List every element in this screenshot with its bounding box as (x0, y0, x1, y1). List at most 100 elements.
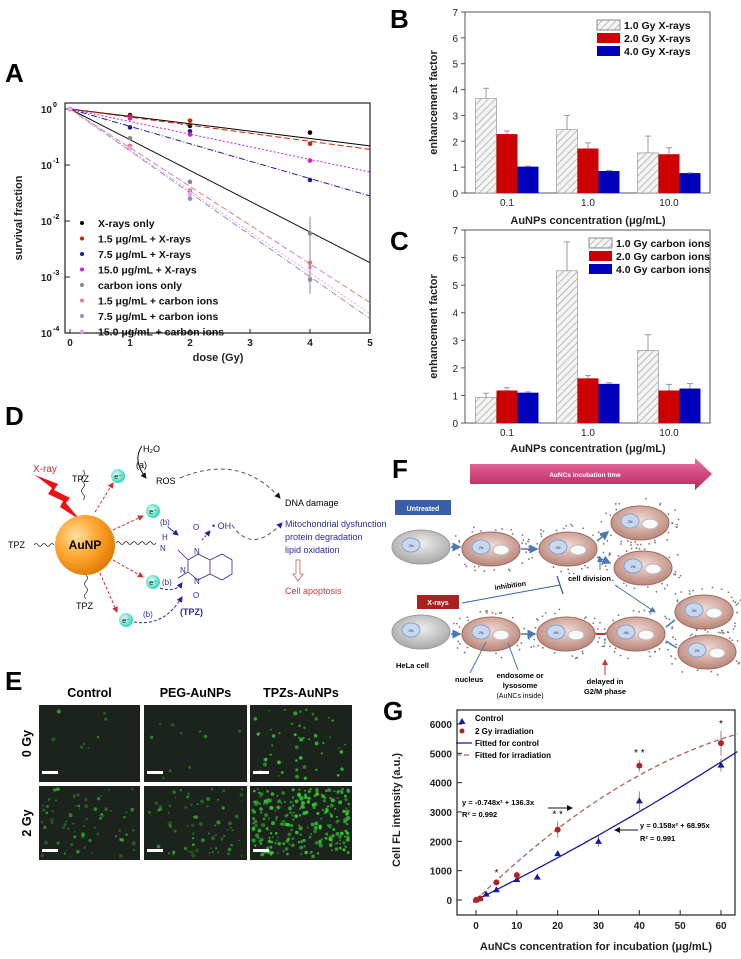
scale-bar (253, 849, 269, 852)
fluorescent-cell (299, 710, 302, 713)
fluorescent-cell (339, 750, 344, 754)
nanocluster-dot (529, 636, 532, 638)
nanocluster-dot (592, 534, 594, 537)
fluorescent-cell (310, 832, 313, 835)
nanocluster-dot (666, 648, 669, 651)
electron-1: e⁻ (111, 469, 125, 483)
fluorescent-cell (321, 808, 325, 812)
flow-arrow (596, 555, 612, 564)
nanocluster-dot (552, 566, 555, 568)
data-point (554, 850, 562, 857)
ploidy-label: 2N (408, 543, 413, 548)
fluorescent-cell (158, 722, 162, 726)
fluorescent-cell (158, 804, 163, 809)
data-point (187, 118, 193, 123)
fluorescent-cell (325, 807, 327, 810)
nanocluster-dot (612, 619, 615, 622)
cell-body (461, 616, 521, 652)
fluorescent-cell (162, 776, 165, 780)
significance-mark: * (719, 719, 723, 730)
fluorescent-cell (299, 845, 304, 850)
bar (475, 98, 497, 194)
delayed-label-1: delayed in (587, 677, 624, 686)
fluorescent-cell (330, 798, 335, 803)
endosome (705, 607, 723, 619)
nanocluster-dot (645, 497, 647, 500)
endosome (644, 563, 662, 575)
bar (658, 390, 680, 423)
cell-body (391, 614, 451, 650)
data-point (127, 135, 133, 141)
fluorescent-cell (331, 719, 334, 722)
nanocluster-dot (609, 514, 612, 517)
svg-text:e⁻: e⁻ (122, 618, 130, 625)
nanocluster-dot (603, 639, 606, 641)
inhibition-label: inhibition (494, 581, 526, 592)
fluorescent-cell (305, 708, 308, 711)
nanocluster-dot (567, 568, 570, 571)
nanocluster-dot (720, 588, 723, 591)
nanocluster-dot (467, 619, 470, 622)
fluorescent-cell (168, 769, 172, 773)
fluorescent-cell (223, 835, 226, 838)
time-arrow (470, 458, 712, 490)
y-tick-label: 5 (452, 281, 458, 292)
fluorescent-cell (288, 843, 291, 845)
legend-marker (458, 718, 466, 724)
fluorescent-cell (214, 847, 218, 850)
fluorescent-cell (298, 788, 301, 791)
fluorescent-cell (275, 816, 278, 819)
nanocluster-dot (560, 570, 563, 573)
nanocluster-dot (540, 532, 542, 535)
nanocluster-dot (459, 643, 461, 645)
nanocluster-dot (533, 638, 536, 641)
fluorescent-cell (314, 717, 318, 721)
fluorescent-cell (264, 757, 268, 761)
nucleus (548, 539, 568, 555)
nanocluster-dot (664, 615, 666, 618)
fluorescent-cell (283, 820, 286, 823)
legend-marker (80, 236, 84, 241)
fit-line (69, 108, 371, 197)
atom-o2: O (193, 591, 199, 600)
nanocluster-dot (542, 530, 545, 533)
fluorescent-cell (83, 825, 85, 828)
fluorescent-cell (206, 796, 211, 801)
hela-cell: 2N (391, 529, 451, 565)
r2-control: R² = 0.991 (640, 834, 675, 843)
cell-with-aunc: 2N (601, 543, 682, 593)
column-header: Control (67, 686, 111, 700)
legend-label: 2.0 Gy X-rays (624, 33, 691, 45)
y-tick-label: 10 (41, 105, 53, 116)
inhibition-line (461, 584, 561, 604)
fluorescent-cell (345, 810, 348, 813)
nanocluster-dot (674, 570, 677, 573)
legend-marker (80, 221, 84, 225)
fluorescent-cell (47, 799, 50, 801)
xrays-badge (417, 595, 459, 609)
fluorescent-cell (345, 822, 349, 826)
fluorescent-cell (303, 776, 307, 780)
fluorescent-cell (327, 788, 331, 792)
fit-curve (475, 751, 738, 901)
fluorescent-cell (295, 768, 299, 772)
fluorescent-cell (277, 851, 280, 854)
tpz-molecule (177, 549, 233, 581)
legend-marker (80, 298, 84, 303)
fluorescent-cell (239, 792, 244, 797)
y-axis-label: enhancement factor (428, 274, 440, 379)
fluorescent-cell (318, 824, 323, 829)
electron-3: e⁻ (146, 575, 160, 589)
x-tick-label: 1.0 (581, 198, 595, 209)
y-tick-exponent: -2 (53, 214, 59, 221)
fluorescent-cell (294, 799, 299, 804)
nanocluster-dot (676, 553, 679, 556)
fluorescent-cell (254, 833, 260, 838)
atom-h: H (162, 533, 168, 542)
fluorescent-cell (330, 814, 334, 818)
fluorescent-cell (42, 808, 46, 812)
nanocluster-dot (570, 523, 572, 526)
fluorescent-cell (329, 803, 334, 808)
fluorescent-cell (346, 851, 350, 855)
fluorescent-cell (96, 832, 100, 836)
